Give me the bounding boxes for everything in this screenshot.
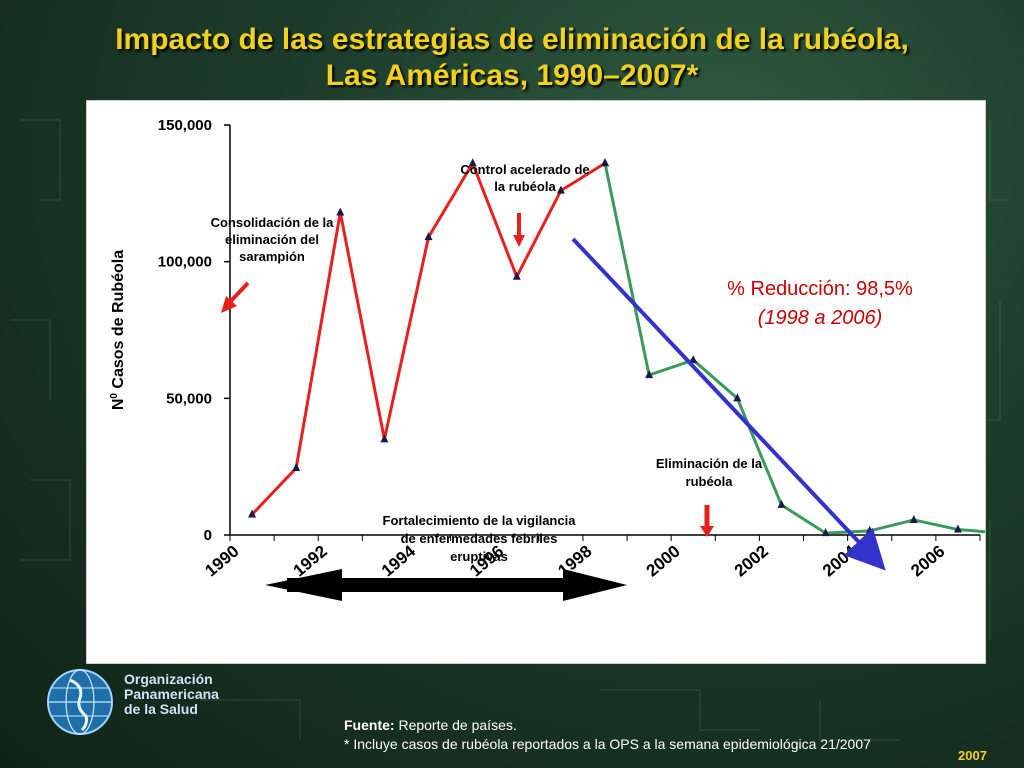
x-tick-label: 2006: [907, 542, 948, 581]
x-tick-label: 2004: [819, 541, 861, 580]
arrow-eliminacion: [700, 505, 714, 537]
source-text: Reporte de países.: [398, 717, 517, 733]
slide-title: Impacto de las estrategias de eliminació…: [0, 22, 1024, 94]
x-tick-label: 1994: [378, 541, 420, 580]
consolidacion-line-1: Consolidación de la: [211, 215, 335, 230]
x-tick-label: 1990: [201, 542, 242, 581]
consolidacion-line-2: eliminación del: [225, 232, 319, 247]
org-line-3: de la Salud: [124, 701, 198, 717]
data-point: [336, 207, 345, 216]
annotation-control: Control acelerado de la rubéola: [460, 162, 589, 194]
data-point: [424, 232, 433, 241]
consolidacion-line-3: sarampión: [239, 249, 305, 264]
fortalecimiento-line-2: de enfermedades febriles: [401, 531, 558, 546]
title-line-2: Las Américas, 1990–2007*: [325, 59, 699, 92]
control-line-1: Control acelerado de: [460, 162, 589, 177]
arrow-control: [513, 213, 525, 247]
data-point: [512, 271, 521, 280]
x-tick-label: 2000: [643, 542, 684, 581]
y-tick-label: 50,000: [166, 390, 212, 407]
reduccion-line-1: % Reducción: 98,5%: [727, 278, 913, 300]
data-point: [909, 514, 918, 523]
data-point: [645, 370, 654, 379]
title-line-1: Impacto de las estrategias de eliminació…: [115, 23, 909, 56]
data-point: [248, 509, 257, 518]
arrow-consolidacion: [221, 281, 250, 313]
annotation-eliminacion: Eliminación de la rubéola: [656, 456, 763, 489]
data-point: [468, 158, 477, 167]
data-point: [689, 355, 698, 364]
source-label: Fuente:: [344, 717, 395, 733]
year-tag: 2007: [958, 748, 987, 763]
source-note: Fuente: Reporte de países. * Incluye cas…: [344, 716, 871, 754]
chart-panel: 0 50,000 100,000 150,000 1990 1992 1994 1996 199…: [86, 100, 986, 664]
data-point: [380, 434, 389, 443]
annotation-fortalecimiento: Fortalecimiento de la vigilancia de enfe…: [383, 513, 577, 564]
data-point: [777, 499, 786, 508]
y-axis-title: N0 Casos de Rubéola: [109, 250, 127, 410]
x-tick-label: 2002: [731, 542, 772, 581]
y-tick-label: 150,000: [158, 117, 212, 134]
organization-name: Organización Panamericana de la Salud: [124, 672, 219, 717]
org-line-1: Organización: [124, 671, 213, 687]
control-line-2: la rubéola: [494, 179, 556, 194]
y-tick-label: 0: [204, 527, 212, 544]
data-point: [556, 185, 565, 194]
data-point: [601, 158, 609, 167]
data-point: [821, 528, 830, 537]
data-point: [292, 463, 301, 472]
fortalecimiento-line-1: Fortalecimiento de la vigilancia: [383, 513, 577, 528]
data-point: [733, 393, 742, 402]
series-line-1: [603, 162, 985, 535]
org-line-2: Panamericana: [124, 686, 219, 702]
data-point: [953, 524, 962, 533]
surveillance-double-arrow: [265, 569, 627, 601]
reduccion-line-2: (1998 a 2006): [758, 307, 883, 329]
y-tick-label: 100,000: [158, 254, 212, 271]
fortalecimiento-line-3: eruptivas: [450, 549, 508, 564]
footnote: * Incluye casos de rubéola reportados a …: [344, 736, 871, 752]
eliminacion-line-1: Eliminación de la: [656, 456, 763, 471]
annotation-consolidacion: Consolidación de la eliminación del sara…: [211, 215, 335, 264]
annotation-reduccion: % Reducción: 98,5% (1998 a 2006): [727, 278, 913, 329]
eliminacion-line-2: rubéola: [686, 474, 734, 489]
reduction-trend-arrow: [571, 237, 886, 571]
paho-globe-logo: [47, 669, 113, 735]
